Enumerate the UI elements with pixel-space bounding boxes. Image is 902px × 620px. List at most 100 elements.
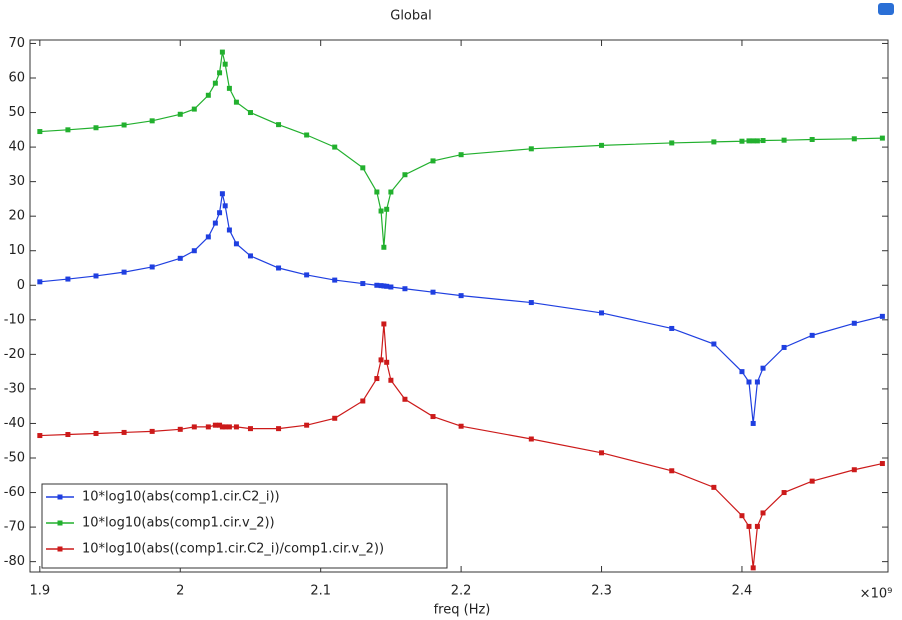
data-point [599,310,605,316]
data-point [191,424,197,430]
data-point [879,461,885,467]
legend-label: 10*log10(abs(comp1.cir.v_2)) [82,516,275,531]
data-point [217,210,223,216]
data-point [332,144,338,150]
data-point [669,468,675,474]
data-point [809,478,815,484]
data-point [37,279,43,285]
plot-area: -80 -70 -60 -50 -40 -30 -20 -10 0 10 20 30 40 50 60 70 1… [4,36,888,599]
data-point [750,565,756,571]
data-point [388,284,394,290]
data-point [374,189,380,195]
data-point [760,138,766,144]
data-point [458,423,464,429]
data-point [754,138,760,144]
data-point [65,432,71,438]
data-point [809,136,815,142]
legend-label: 10*log10(abs(comp1.cir.C2_i)) [82,490,280,505]
x-tick-label: 2.4 [732,584,753,599]
data-point [226,424,232,430]
series-line [39,323,883,568]
data-point [750,138,756,144]
data-point [233,424,239,430]
data-point [809,332,815,338]
data-point [65,127,71,133]
data-point [219,191,225,197]
y-tick-label: 30 [8,174,25,189]
legend: 10*log10(abs(comp1.cir.C2_i)) 10*log10(ab… [41,483,448,569]
data-point [222,61,228,67]
data-point [276,265,282,271]
data-point [360,398,366,404]
data-point [191,248,197,254]
legend-box [41,483,448,569]
data-point [458,152,464,158]
y-tick-label: -70 [4,520,25,535]
data-point [247,110,253,116]
data-point [430,289,436,295]
data-point [384,283,390,289]
data-point [879,135,885,141]
data-point [233,241,239,247]
data-point [304,272,310,278]
data-point [149,118,155,124]
data-point [739,369,745,375]
data-point [191,106,197,112]
data-point [528,146,534,152]
x-axis-label: freq (Hz) [434,603,491,618]
data-point [754,379,760,385]
toolbar-icon[interactable] [878,3,894,15]
data-point [711,139,717,145]
data-point [247,426,253,432]
legend-swatch-marker [57,494,63,500]
data-point [402,286,408,292]
data-point [332,415,338,421]
data-point [222,424,228,430]
data-point [360,281,366,287]
y-tick-label: -60 [4,485,25,500]
data-point [669,140,675,146]
data-point [402,396,408,402]
data-point [388,377,394,383]
data-point [374,376,380,382]
data-point [711,341,717,347]
data-point [332,277,338,283]
data-point [781,137,787,143]
data-point [746,379,752,385]
data-point [226,85,232,91]
x-tick-label: 2 [176,584,184,599]
data-point [378,357,384,363]
data-point [247,253,253,259]
data-point [304,422,310,428]
data-point [381,283,387,289]
x-tick-label: 2.2 [451,584,472,599]
data-point [276,426,282,432]
data-point [430,158,436,164]
data-point [381,321,387,327]
data-point [205,92,211,98]
data-point [599,450,605,456]
data-point [378,283,384,289]
data-point [205,424,211,430]
data-point [754,523,760,529]
y-tick-label: -40 [4,416,25,431]
data-point [205,234,211,240]
data-point [222,203,228,209]
data-point [402,172,408,178]
data-point [851,320,857,326]
data-point [121,122,127,128]
y-tick-label: 60 [8,71,25,86]
data-point [528,436,534,442]
data-point [177,111,183,117]
data-point [217,422,223,428]
data-point [711,484,717,490]
data-point [233,99,239,105]
y-tick-label: 10 [8,243,25,258]
x-tick-label: 2.1 [310,584,331,599]
data-point [760,510,766,516]
data-point [388,189,394,195]
data-point [276,122,282,128]
data-point [177,255,183,261]
data-point [381,244,387,250]
